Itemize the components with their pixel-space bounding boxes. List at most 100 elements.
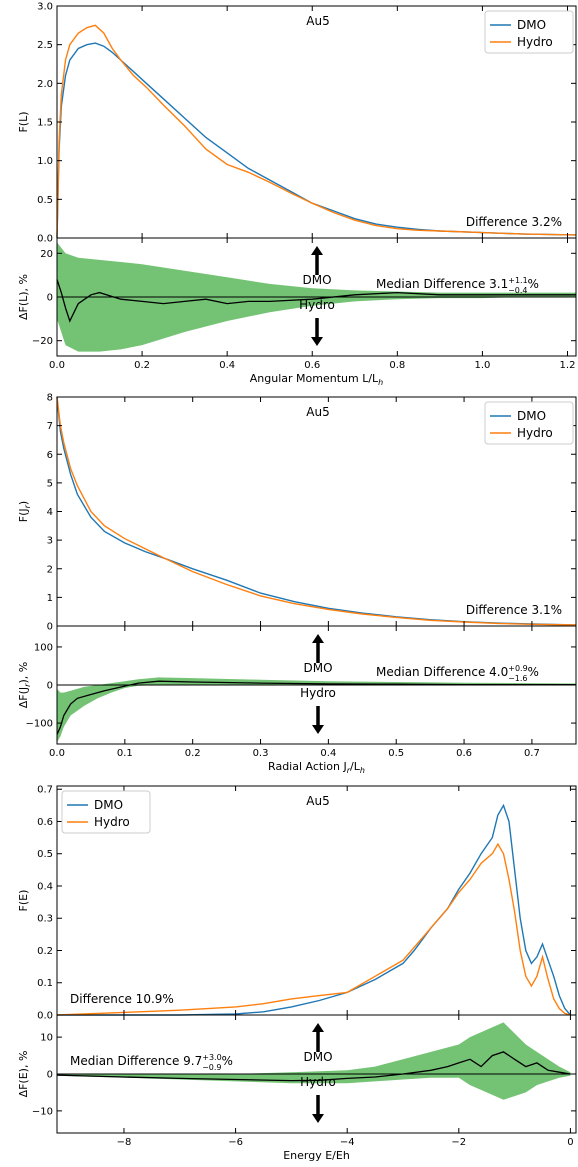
chart-panel-3: 0 1 2 3 4 5 6 7 8 Au5 DMO Hydro Difference 3.1% [47,393,577,633]
y-tick-label: 0.0 [37,1011,53,1022]
series-line-dmo [57,803,571,1016]
y-axis-label: F(Jr) [17,501,32,522]
x-tick-label: −4 [340,1137,355,1148]
median-text: Median Difference 3.1 [376,277,508,291]
x-tick-label: 0.0 [49,360,65,371]
legend: DMO Hydro [484,401,574,445]
chart-title: Au5 [306,405,329,419]
arrow-down-label: Hydro [300,686,336,700]
median-percent: % [528,665,539,679]
y-tick-label: 1.5 [37,118,53,129]
y-tick-label: −10 [32,1106,53,1117]
x-tick-label: 0.0 [49,748,65,759]
median-text: Median Difference 4.0 [376,665,508,679]
x-tick-label: 0.7 [524,748,540,759]
x-axis-label: Angular Momentum L/Lh [250,372,383,387]
median-difference-annotation: Median Difference 3.1+1.1 −0.4% [376,276,539,295]
y-axis-label: ΔF(L), % [17,274,30,320]
y-tick-label: 0.5 [37,849,53,860]
x-tick-label: −2 [451,1137,466,1148]
x-tick-label: 0.5 [388,748,404,759]
chart-panel-1: 0.0 0.5 1.0 1.5 2.0 2.5 3.0 Au5 DMO Hydro Differen… [37,2,577,245]
x-tick-label: −6 [228,1137,243,1148]
y-tick-label: 0 [47,681,53,692]
y-tick-label: 0.0 [37,234,53,245]
x-tick-label: 0.4 [219,360,235,371]
arrow-down-label: Hydro [300,1075,336,1089]
x-axis-label: Radial Action Jr/Lh [268,760,365,775]
legend: DMO Hydro [484,10,574,54]
chart-panel-5: 0.0 0.1 0.2 0.3 0.4 0.5 0.6 0.7 Au5 DMO Hydro Diffe… [37,785,577,1022]
series-line-hydro [56,24,577,239]
median-text: Median Difference 9.7 [70,1054,202,1068]
y-tick-label: 100 [34,642,53,653]
y-tick-label: 1 [47,593,53,604]
down-arrow-head-icon [312,1114,324,1123]
x-tick-label: 1.2 [560,360,576,371]
y-tick-label: 3.0 [37,2,53,13]
difference-band [57,1022,571,1100]
difference-annotation: Difference 10.9% [70,992,174,1006]
median-percent: % [528,277,539,291]
series-line-dmo [56,42,577,239]
difference-annotation: Difference 3.2% [466,215,562,229]
x-tick-label: 0.3 [253,748,269,759]
y-tick-label: 4 [47,507,53,518]
chart-panel-4: 0.0 0.1 0.2 0.3 0.4 0.5 0.6 0.7 −100 0 100 Median D… [26,625,577,759]
legend-label-dmo: DMO [94,798,123,812]
y-tick-label: 0 [47,293,53,304]
y-tick-label: 8 [47,393,53,404]
median-upper-error: +0.9 [508,664,527,673]
median-difference-annotation: Median Difference 4.0+0.9 −1.6% [376,664,539,683]
y-tick-label: 0.3 [37,914,53,925]
series-line-hydro [56,396,577,626]
down-arrow-head-icon [311,337,323,346]
series-line-hydro [56,842,571,1016]
median-lower-error: −1.6 [508,674,527,683]
x-tick-label: 0.2 [185,748,201,759]
legend: DMO Hydro [61,790,151,834]
y-axis-label: F(L) [17,111,30,132]
chart-title: Au5 [306,794,329,808]
median-line [56,680,576,735]
y-tick-label: 3 [47,536,53,547]
x-axis-label: Energy E/Eh [283,1149,350,1162]
chart-panel-2: 0.0 0.2 0.4 0.6 0.8 1.0 1.2 −20 0 20 Median Differ… [32,237,577,371]
y-tick-label: 2 [47,564,53,575]
median-difference-annotation: Median Difference 9.7+3.0 −0.9% [70,1053,233,1072]
x-tick-label: 0.8 [389,360,405,371]
x-tick-label: −8 [117,1137,132,1148]
x-tick-label: 0.1 [117,748,133,759]
x-tick-label: 0 [567,1137,573,1148]
median-upper-error: +1.1 [508,276,527,285]
y-tick-label: 0.6 [37,817,53,828]
legend-label-dmo: DMO [517,409,546,423]
x-tick-label: 0.6 [304,360,320,371]
median-lower-error: −0.4 [508,286,527,295]
arrow-up-label: DMO [303,661,332,675]
y-tick-label: 0.7 [37,785,53,796]
y-tick-label: 0.2 [37,946,53,957]
y-axis-label: ΔF(Jr), % [17,662,32,708]
x-tick-label: 1.0 [474,360,490,371]
arrow-up-label: DMO [302,273,331,287]
y-tick-label: 7 [47,421,53,432]
difference-annotation: Difference 3.1% [466,603,562,617]
up-arrow-head-icon [312,634,324,643]
chart-title: Au5 [306,14,329,28]
y-tick-label: 6 [47,450,53,461]
y-tick-label: 2.0 [37,79,53,90]
y-tick-label: 0.4 [37,881,53,892]
y-tick-label: 0.5 [37,195,53,206]
x-tick-label: 0.2 [134,360,150,371]
down-arrow-head-icon [312,725,324,734]
median-line [56,279,576,323]
arrow-down-label: Hydro [299,298,335,312]
y-tick-label: −20 [32,336,53,347]
chart-panel-6: −8 −6 −4 −2 0 −10 0 10 Median Difference 9.7+3.0… [32,1014,577,1148]
legend-label-hydro: Hydro [517,35,553,49]
legend-label-dmo: DMO [517,18,546,32]
up-arrow-head-icon [311,246,323,255]
legend-label-hydro: Hydro [517,426,553,440]
